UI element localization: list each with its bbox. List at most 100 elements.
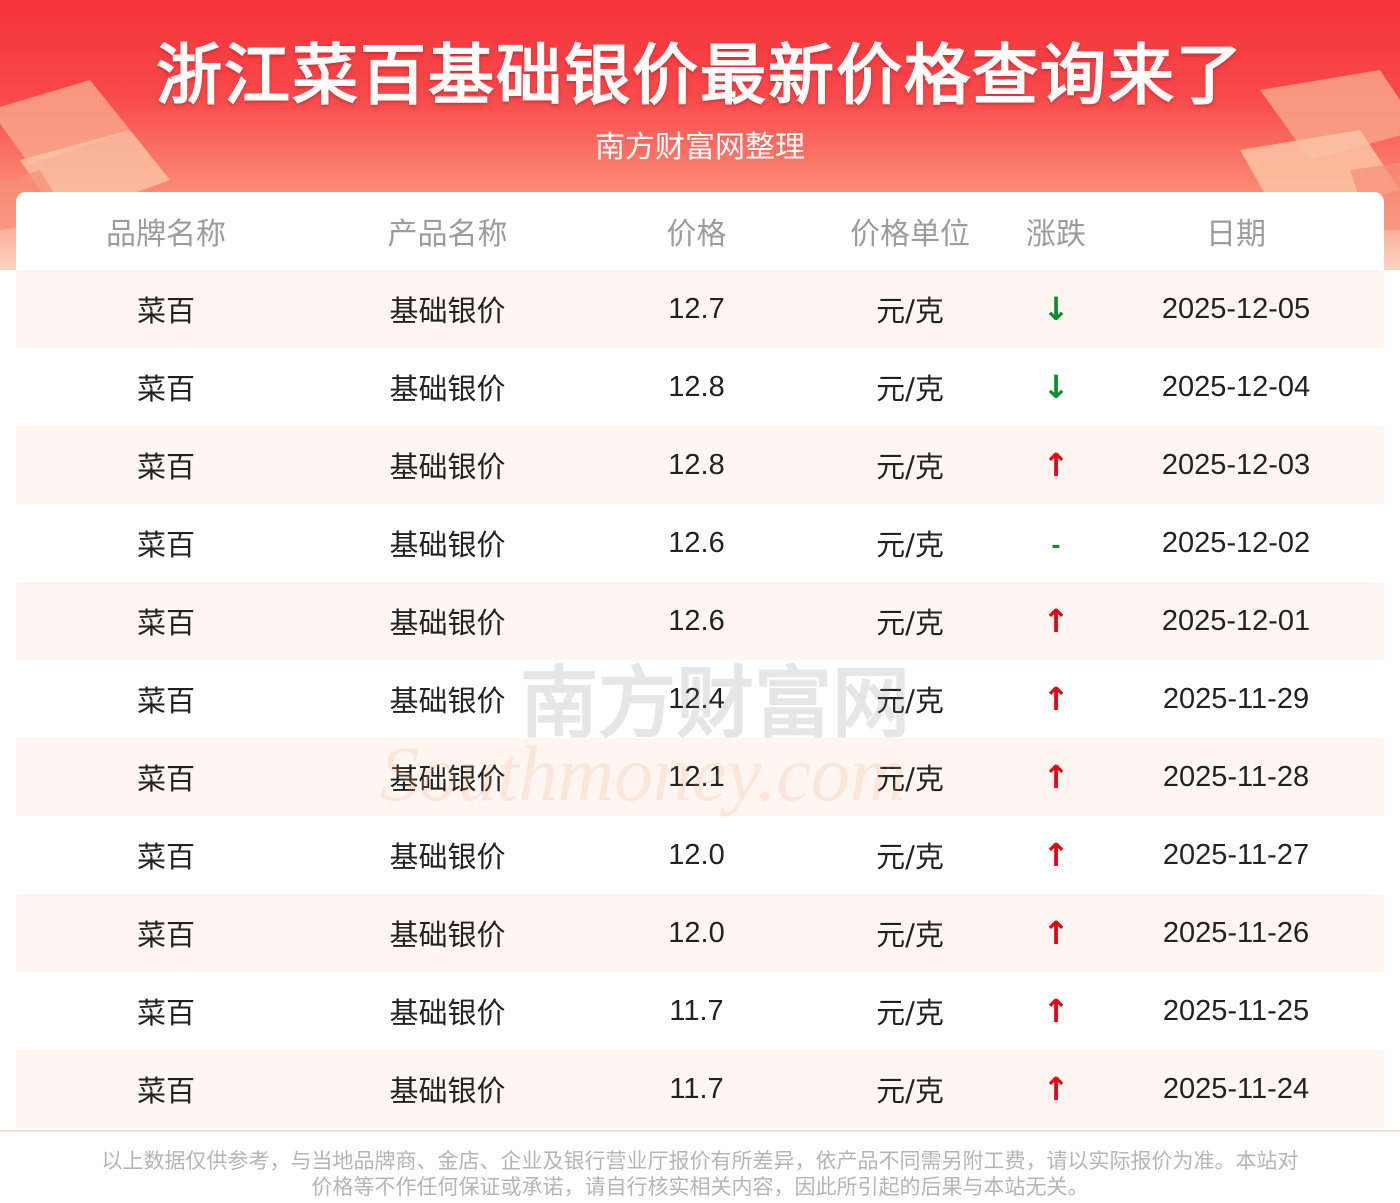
table-row: 菜百 基础银价 11.7 元/克 ↑ 2025-11-25 <box>16 972 1384 1050</box>
table-row: 菜百 基础银价 12.8 元/克 ↑ 2025-12-03 <box>16 426 1384 504</box>
cell-date: 2025-11-24 <box>1162 1072 1310 1105</box>
cell-date: 2025-11-25 <box>1162 994 1310 1027</box>
cell-unit: 元/克 <box>876 606 944 640</box>
cell-date: 2025-12-01 <box>1161 604 1311 637</box>
cell-date: 2025-12-05 <box>1161 292 1311 325</box>
cell-price: 12.8 <box>668 448 725 481</box>
cell-date: 2025-12-03 <box>1161 448 1311 481</box>
cell-unit: 元/克 <box>876 450 944 484</box>
cell-brand: 菜百 <box>136 372 195 406</box>
cell-product: 基础银价 <box>389 996 506 1030</box>
table-body: 菜百 基础银价 12.7 元/克 ↓ 2025-12-05 菜百 基础银价 12.8 元/克 ↓ 20… <box>16 270 1384 1128</box>
cell-product: 基础银价 <box>389 684 506 718</box>
disclaimer-line-1: 以上数据仅供参考，与当地品牌商、金店、企业及银行营业厅报价有所差异，依产品不同需… <box>101 1149 1299 1173</box>
cell-price: 12.8 <box>668 370 725 403</box>
cell-unit: 元/克 <box>876 918 944 952</box>
cell-trend: ↑ <box>1006 1070 1106 1108</box>
table-row: 菜百 基础银价 12.4 元/克 ↑ 2025-11-29 <box>16 660 1384 738</box>
cell-unit: 元/克 <box>876 996 944 1030</box>
cell-date: 2025-11-26 <box>1162 916 1310 949</box>
table-row: 菜百 基础银价 12.0 元/克 ↑ 2025-11-27 <box>16 816 1384 894</box>
cell-price: 12.4 <box>668 682 725 715</box>
table-row: 菜百 基础银价 11.7 元/克 ↑ 2025-11-24 <box>16 1050 1384 1128</box>
cell-unit: 元/克 <box>876 762 944 796</box>
cell-trend: ↓ <box>1006 368 1106 406</box>
arrow-up-icon: ↑ <box>1042 1070 1070 1108</box>
cell-unit: 元/克 <box>876 528 944 562</box>
cell-product: 基础银价 <box>389 840 506 874</box>
arrow-down-icon: ↓ <box>1042 290 1070 328</box>
cell-date: 2025-12-04 <box>1161 370 1311 403</box>
cell-unit: 元/克 <box>876 1074 944 1108</box>
cell-brand: 菜百 <box>136 606 195 640</box>
cell-date: 2025-11-28 <box>1162 760 1310 793</box>
arrow-up-icon: ↑ <box>1042 758 1070 796</box>
cell-price: 12.7 <box>668 292 725 325</box>
cell-trend: ↑ <box>1006 446 1106 484</box>
page-subtitle: 南方财富网整理 <box>595 130 805 165</box>
column-header-date: 日期 <box>1206 217 1266 252</box>
cell-trend: ↑ <box>1006 836 1106 874</box>
cell-date: 2025-11-29 <box>1162 682 1310 715</box>
cell-brand: 菜百 <box>136 1074 195 1108</box>
cell-trend: ↓ <box>1006 290 1106 328</box>
price-table: 品牌名称 产品名称 价格 价格单位 涨跌 日期 菜百 基础银价 12.7 元/克 ↓ 20… <box>16 192 1384 1130</box>
cell-trend: ↑ <box>1006 914 1106 952</box>
cell-brand: 菜百 <box>136 762 195 796</box>
cell-brand: 菜百 <box>136 684 195 718</box>
arrow-up-icon: ↑ <box>1042 992 1070 1030</box>
arrow-up-icon: ↑ <box>1042 914 1070 952</box>
cell-brand: 菜百 <box>136 996 195 1030</box>
table-header: 品牌名称 产品名称 价格 价格单位 涨跌 日期 <box>16 192 1384 270</box>
column-header-trend: 涨跌 <box>1026 217 1086 252</box>
cell-price: 12.6 <box>668 604 725 637</box>
cell-product: 基础银价 <box>389 606 506 640</box>
cell-product: 基础银价 <box>389 762 506 796</box>
arrow-up-icon: ↑ <box>1042 836 1070 874</box>
disclaimer: 以上数据仅供参考，与当地品牌商、金店、企业及银行营业厅报价有所差异，依产品不同需… <box>60 1148 1340 1200</box>
cell-unit: 元/克 <box>876 840 944 874</box>
cell-unit: 元/克 <box>876 372 944 406</box>
table-row: 菜百 基础银价 12.6 元/克 ↑ 2025-12-01 <box>16 582 1384 660</box>
cell-price: 11.7 <box>669 1072 724 1105</box>
cell-price: 12.0 <box>668 916 725 949</box>
column-header-brand: 品牌名称 <box>106 217 226 252</box>
cell-brand: 菜百 <box>136 918 195 952</box>
cell-price: 12.1 <box>668 760 725 793</box>
page-title: 浙江菜百基础银价最新价格查询来了 <box>156 37 1244 114</box>
cell-date: 2025-12-02 <box>1161 526 1311 559</box>
cell-brand: 菜百 <box>136 840 195 874</box>
cell-unit: 元/克 <box>876 294 944 328</box>
arrow-down-icon: ↓ <box>1042 368 1070 406</box>
flat-dash-icon: - <box>1051 534 1061 559</box>
cell-trend: ↑ <box>1006 992 1106 1030</box>
cell-brand: 菜百 <box>136 528 195 562</box>
cell-brand: 菜百 <box>136 450 195 484</box>
arrow-up-icon: ↑ <box>1042 602 1070 640</box>
column-header-price: 价格 <box>666 217 727 252</box>
disclaimer-line-2: 价格等不作任何保证或承诺，请自行核实相关内容，因此所引起的后果与本站无关。 <box>311 1175 1089 1199</box>
cell-trend: ↑ <box>1006 758 1106 796</box>
cell-trend: ↑ <box>1006 680 1106 718</box>
cell-product: 基础银价 <box>389 372 506 406</box>
cell-product: 基础银价 <box>389 1074 506 1108</box>
cell-product: 基础银价 <box>389 294 506 328</box>
column-header-unit: 价格单位 <box>850 217 970 252</box>
cell-product: 基础银价 <box>389 918 506 952</box>
cell-price: 11.7 <box>669 994 724 1027</box>
arrow-up-icon: ↑ <box>1042 446 1070 484</box>
footer-divider <box>0 1130 1400 1132</box>
cell-date: 2025-11-27 <box>1162 838 1310 871</box>
cell-price: 12.6 <box>668 526 725 559</box>
table-row: 菜百 基础银价 12.8 元/克 ↓ 2025-12-04 <box>16 348 1384 426</box>
table-row: 菜百 基础银价 12.0 元/克 ↑ 2025-11-26 <box>16 894 1384 972</box>
table-row: 菜百 基础银价 12.6 元/克 - 2025-12-02 <box>16 504 1384 582</box>
cell-product: 基础银价 <box>389 450 506 484</box>
cell-brand: 菜百 <box>136 294 195 328</box>
arrow-up-icon: ↑ <box>1042 680 1070 718</box>
cell-unit: 元/克 <box>876 684 944 718</box>
cell-trend: ↑ <box>1006 602 1106 640</box>
cell-trend: - <box>1006 526 1106 560</box>
cell-product: 基础银价 <box>389 528 506 562</box>
table-row: 菜百 基础银价 12.7 元/克 ↓ 2025-12-05 <box>16 270 1384 348</box>
